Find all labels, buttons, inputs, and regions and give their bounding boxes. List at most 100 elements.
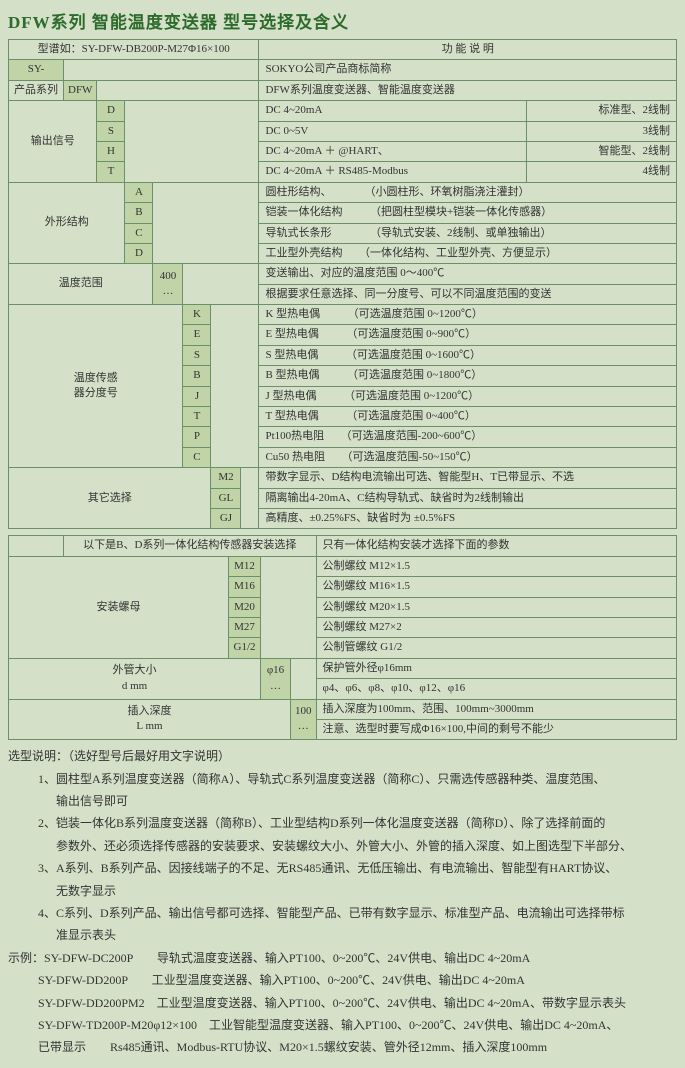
sensor-label: 温度传感 器分度号 [9, 305, 183, 468]
sens-s-c: S [183, 345, 211, 365]
depth-d1: 插入深度为100mm、范围、100mm~3000mm [316, 699, 676, 719]
shape-b-code: B [125, 203, 153, 223]
t2-hdr-l: 以下是B、D系列一体化结构传感器安装选择 [64, 536, 317, 556]
od-d1: 保护管外径φ16mm [316, 658, 676, 678]
shape-c-desc: 导轨式长条形 （导轨式安装、2线制、或单独输出） [259, 223, 677, 243]
out-d-desc: DC 4~20mA [259, 101, 527, 121]
notes-n1: 1、圆柱型A系列温度变送器（简称A）、导轨式C系列温度变送器（简称C）、只需选传… [8, 769, 677, 789]
shape-a-desc: 圆柱形结构、 （小圆柱形、环氧树脂浇注灌封） [259, 182, 677, 202]
model-header: 型谱如：SY-DFW-DB200P-M27Φ16×100 [9, 40, 259, 60]
out-h-r: 智能型、2线制 [527, 141, 677, 161]
spacer [64, 60, 259, 80]
shape-b-desc: 铠装一体化结构 （把圆柱型模块+铠装一体化传感器） [259, 203, 677, 223]
notes-ex4: SY-DFW-TD200P-M20φ12×100 工业智能型温度变送器、输入PT… [8, 1015, 677, 1035]
sens-k-d: K 型热电偶 （可选温度范围 0~1200℃） [259, 305, 677, 325]
g12-c: G1/2 [229, 638, 261, 658]
out-d-r: 标准型、2线制 [527, 101, 677, 121]
spacer [241, 468, 259, 529]
m20-c: M20 [229, 597, 261, 617]
sens-p-c: P [183, 427, 211, 447]
shape-a-code: A [125, 182, 153, 202]
notes-n4: 4、C系列、D系列产品、输出信号都可选择、智能型产品、已带有数字显示、标准型产品… [8, 903, 677, 923]
sens-j-c: J [183, 386, 211, 406]
func-header: 功 能 说 明 [259, 40, 677, 60]
other-label: 其它选择 [9, 468, 211, 529]
m16-c: M16 [229, 577, 261, 597]
out-s-r: 3线制 [527, 121, 677, 141]
m12-c: M12 [229, 556, 261, 576]
series-desc: DFW系列温度变送器、智能温度变送器 [259, 80, 677, 100]
notes-n3b: 无数字显示 [8, 881, 677, 901]
m20-d: 公制螺纹 M20×1.5 [316, 597, 676, 617]
out-d-code: D [97, 101, 125, 121]
out-t-r: 4线制 [527, 162, 677, 182]
out-h-code: H [97, 141, 125, 161]
page-title: DFW系列 智能温度变送器 型号选择及含义 [8, 8, 677, 33]
spacer [211, 305, 259, 468]
output-label: 输出信号 [9, 101, 97, 183]
depth-label: 插入深度 L mm [9, 699, 291, 740]
depth-d2: 注意、选型时要写成Φ16×100,中间的剩号不能少 [316, 719, 676, 739]
od-label: 外管大小 d mm [9, 658, 261, 699]
sens-t-c: T [183, 407, 211, 427]
sens-b-d: B 型热电偶 （可选温度范围 0~1800℃） [259, 366, 677, 386]
spacer [183, 264, 259, 305]
oth-gl-c: GL [211, 488, 241, 508]
notes-ex2: SY-DFW-DD200P 工业型温度变送器、输入PT100、0~200℃、24… [8, 970, 677, 990]
oth-m2-c: M2 [211, 468, 241, 488]
oth-gj-d: 高精度、±0.25%FS、缺省时为 ±0.5%FS [259, 508, 677, 528]
sens-t-d: T 型热电偶 （可选温度范围 0~400℃） [259, 407, 677, 427]
notes-n2: 2、铠装一体化B系列温度变送器（简称B）、工业型结构D系列一体化温度变送器（简称… [8, 813, 677, 833]
sens-k-c: K [183, 305, 211, 325]
m27-c: M27 [229, 617, 261, 637]
range-code: 400 … [153, 264, 183, 305]
shape-d-code: D [125, 243, 153, 263]
out-t-code: T [97, 162, 125, 182]
nut-label: 安装螺母 [9, 556, 229, 658]
oth-gl-d: 隔离输出4-20mA、C结构导轨式、缺省时为2线制输出 [259, 488, 677, 508]
out-s-code: S [97, 121, 125, 141]
m16-d: 公制螺纹 M16×1.5 [316, 577, 676, 597]
notes-n4b: 准显示表头 [8, 925, 677, 945]
notes-n2b: 参数外、还必须选择传感器的安装要求、安装螺纹大小、外管大小、外管的插入深度、如上… [8, 836, 677, 856]
out-t-desc: DC 4~20mA ＋ RS485-Modbus [259, 162, 527, 182]
notes-ex4b: 已带显示 Rs485通讯、Modbus-RTU协议、M20×1.5螺纹安装、管外… [8, 1037, 677, 1057]
range-d1: 变送输出、对应的温度范围 0～400℃ [259, 264, 677, 284]
notes-ex-hdr: 示例：SY-DFW-DC200P 导轨式温度变送器、输入PT100、0~200℃… [8, 948, 677, 968]
install-table: 以下是B、D系列一体化结构传感器安装选择 只有一体化结构安装才选择下面的参数 安… [8, 535, 677, 740]
series-code: DFW [64, 80, 97, 100]
range-d2: 根据要求任意选择、同一分度号、可以不同温度范围的变送 [259, 284, 677, 304]
out-s-desc: DC 0~5V [259, 121, 527, 141]
sy-desc: SOKYO公司产品商标简称 [259, 60, 677, 80]
series-label: 产品系列 [9, 80, 64, 100]
sy-code: SY- [9, 60, 64, 80]
sens-s-d: S 型热电偶 （可选温度范围 0~1600℃） [259, 345, 677, 365]
notes-n3: 3、A系列、B系列产品、因接线端子的不足、无RS485通讯、无低压输出、有电流输… [8, 858, 677, 878]
od-d2: φ4、φ6、φ8、φ10、φ12、φ16 [316, 679, 676, 699]
notes-ex3: SY-DFW-DD200PM2 工业型温度变送器、输入PT100、0~200℃、… [8, 993, 677, 1013]
main-table: 型谱如：SY-DFW-DB200P-M27Φ16×100 功 能 说 明 SY-… [8, 39, 677, 529]
shape-c-code: C [125, 223, 153, 243]
sens-c-d: Cu50 热电阻 （可选温度范围-50~150℃） [259, 447, 677, 467]
sens-j-d: J 型热电偶 （可选温度范围 0~1200℃） [259, 386, 677, 406]
depth-c: 100 … [291, 699, 317, 740]
sens-p-d: Pt100热电阻 （可选温度范围-200~600℃） [259, 427, 677, 447]
range-label: 温度范围 [9, 264, 153, 305]
shape-label: 外形结构 [9, 182, 125, 264]
sens-e-c: E [183, 325, 211, 345]
shape-d-desc: 工业型外壳结构 （一体化结构、工业型外壳、方便显示） [259, 243, 677, 263]
oth-m2-d: 带数字显示、D结构电流输出可选、智能型H、T已带显示、不选 [259, 468, 677, 488]
t2-hdr-r: 只有一体化结构安装才选择下面的参数 [316, 536, 676, 556]
sens-b-c: B [183, 366, 211, 386]
spacer [153, 182, 259, 264]
notes-sel-hdr: 选型说明：（选好型号后最好用文字说明） [8, 746, 677, 766]
spacer [261, 556, 317, 658]
spacer [9, 536, 64, 556]
m27-d: 公制螺纹 M27×2 [316, 617, 676, 637]
notes-block: 选型说明：（选好型号后最好用文字说明） 1、圆柱型A系列温度变送器（简称A）、导… [8, 746, 677, 1057]
notes-n1b: 输出信号即可 [8, 791, 677, 811]
g12-d: 公制管螺纹 G1/2 [316, 638, 676, 658]
out-h-desc: DC 4~20mA ＋ @HART、 [259, 141, 527, 161]
spacer [97, 80, 259, 100]
oth-gj-c: GJ [211, 508, 241, 528]
